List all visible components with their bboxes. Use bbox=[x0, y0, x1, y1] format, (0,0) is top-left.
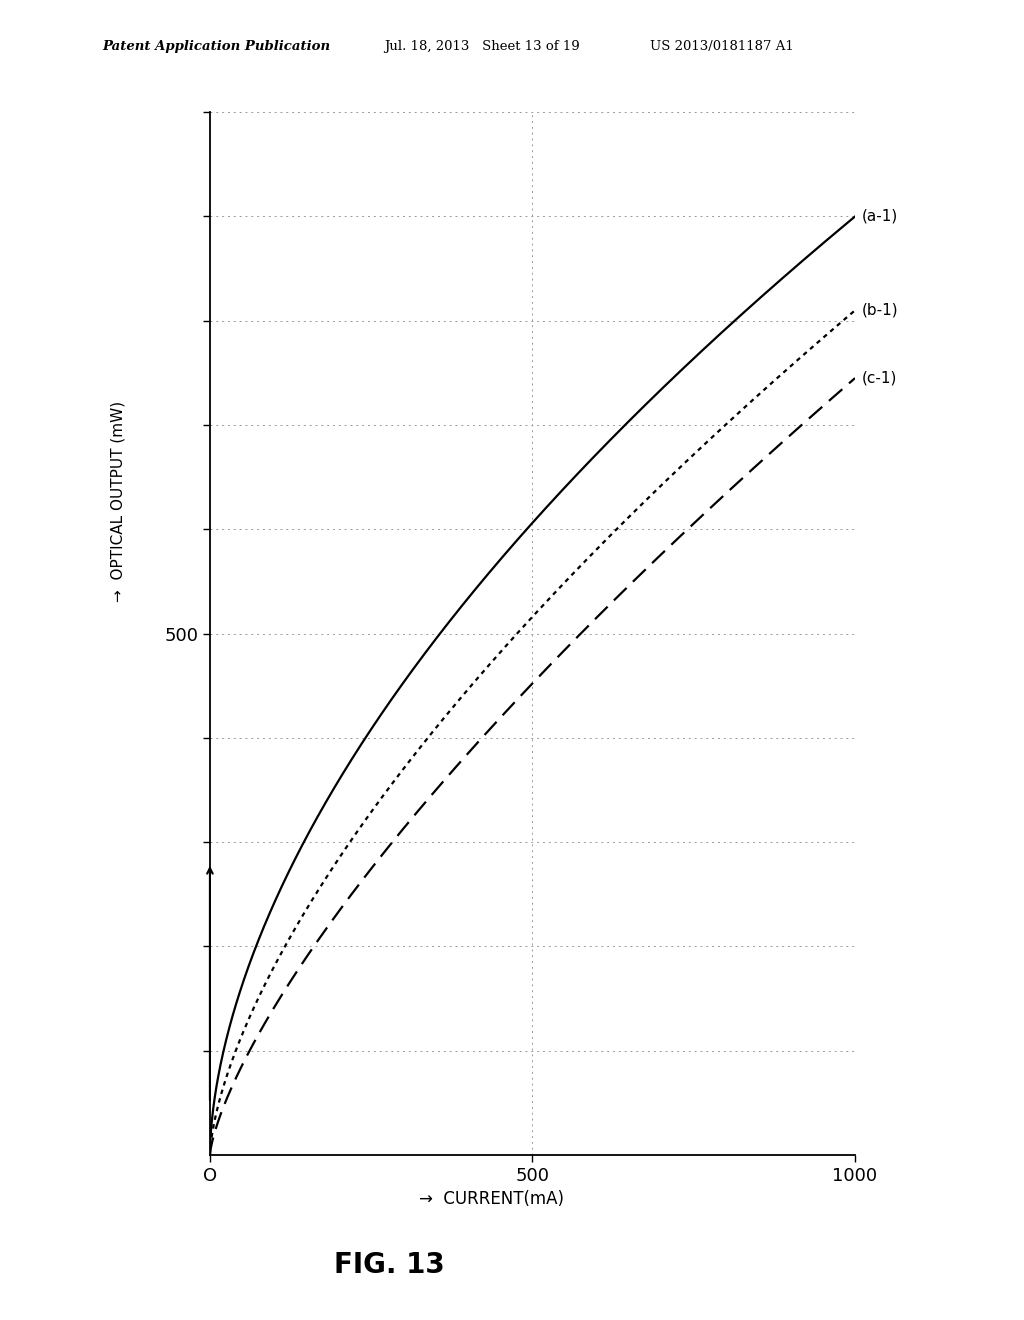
Text: Patent Application Publication: Patent Application Publication bbox=[102, 40, 331, 53]
Text: US 2013/0181187 A1: US 2013/0181187 A1 bbox=[650, 40, 794, 53]
Text: Jul. 18, 2013   Sheet 13 of 19: Jul. 18, 2013 Sheet 13 of 19 bbox=[384, 40, 580, 53]
Text: →  CURRENT(mA): → CURRENT(mA) bbox=[419, 1189, 564, 1208]
Text: FIG. 13: FIG. 13 bbox=[334, 1250, 444, 1279]
Text: (c-1): (c-1) bbox=[861, 371, 897, 385]
Text: (a-1): (a-1) bbox=[861, 209, 898, 224]
Text: (b-1): (b-1) bbox=[861, 302, 898, 318]
Text: →  OPTICAL OUTPUT (mW): → OPTICAL OUTPUT (mW) bbox=[111, 401, 125, 602]
